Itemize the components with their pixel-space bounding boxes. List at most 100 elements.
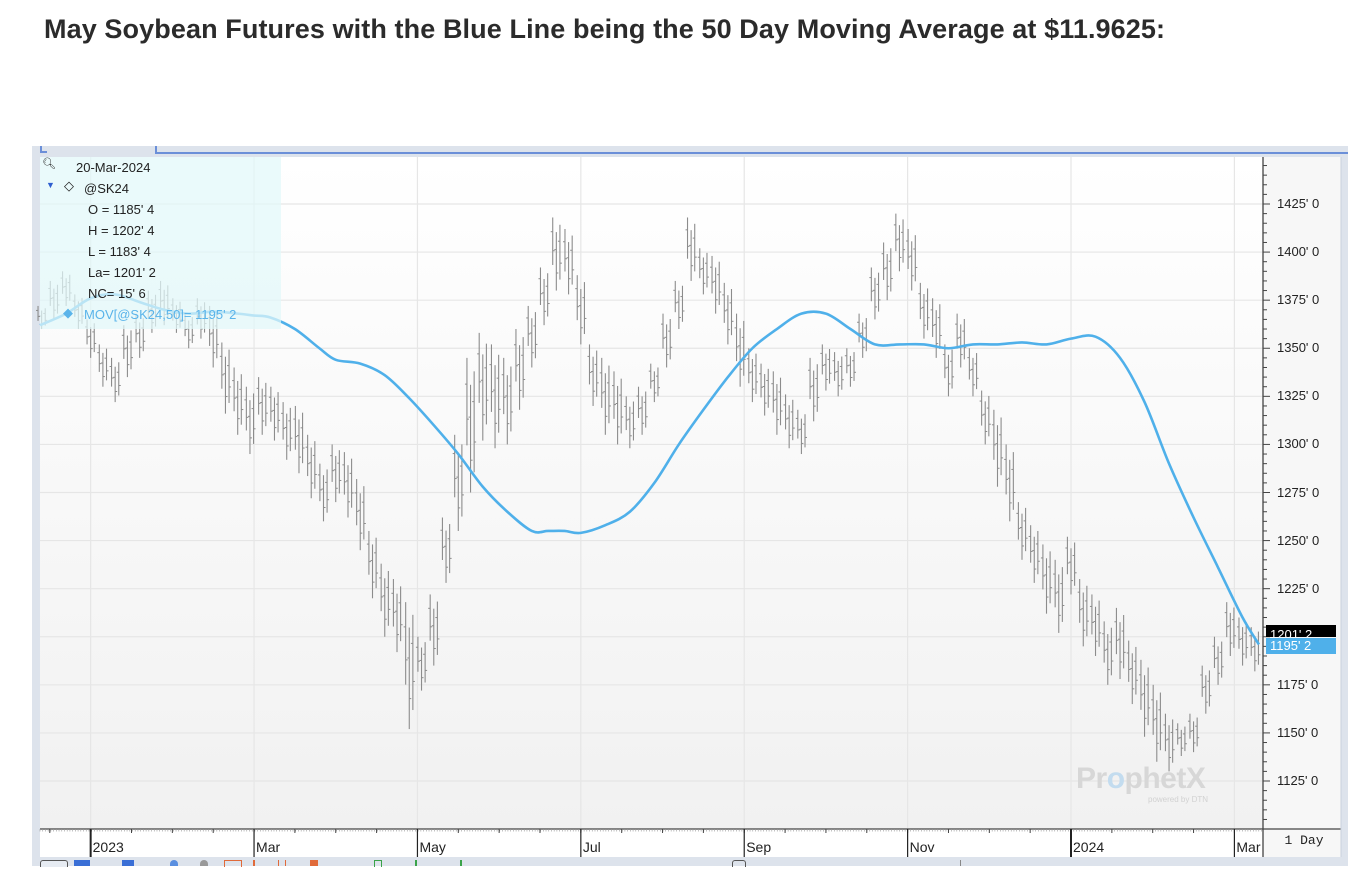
magnifier-icon[interactable]: 🔍︎ <box>42 158 56 170</box>
toolbar-text-button[interactable] <box>460 860 462 866</box>
price-bar <box>1084 585 1089 637</box>
price-bar <box>354 479 359 526</box>
price-bar <box>496 354 501 433</box>
price-bar <box>1126 640 1131 682</box>
price-bar <box>999 417 1004 476</box>
price-bar <box>235 380 240 435</box>
price-bar <box>100 352 105 387</box>
price-bar <box>1170 719 1175 763</box>
toolbar-box-button[interactable] <box>224 860 242 867</box>
price-bar <box>440 517 445 561</box>
price-bar <box>860 322 865 358</box>
price-bar <box>529 318 534 368</box>
price-bar <box>276 392 281 433</box>
price-bar <box>587 344 592 385</box>
price-bar <box>428 594 433 641</box>
price-bar <box>704 252 709 288</box>
toolbar-fib-button[interactable] <box>310 860 318 866</box>
price-bar <box>232 367 237 412</box>
triangle-down-icon[interactable]: ▼ <box>46 180 55 190</box>
price-bar <box>1203 675 1208 714</box>
toolbar-bar-button[interactable] <box>74 860 90 866</box>
price-bar <box>517 345 522 410</box>
window-tab-strip[interactable] <box>155 146 1348 154</box>
price-bar <box>444 530 449 583</box>
price-bar <box>550 217 555 265</box>
price-bar <box>717 261 722 305</box>
price-bar <box>374 537 379 589</box>
price-bar <box>970 357 975 397</box>
price-bar <box>664 324 669 368</box>
price-bar <box>930 298 935 337</box>
price-bar <box>710 255 715 294</box>
price-axis-label: 1325' 0 <box>1277 388 1320 404</box>
price-bar <box>774 384 779 435</box>
price-bar <box>1130 653 1135 705</box>
price-bar <box>1121 615 1126 669</box>
price-bar <box>459 444 464 517</box>
legend-date: 20-Mar-2024 <box>76 160 151 175</box>
price-bar <box>955 313 960 349</box>
time-axis-label: Mar <box>1236 839 1261 855</box>
price-bar <box>342 452 347 495</box>
price-bar <box>685 217 690 259</box>
price-bar <box>1133 646 1138 695</box>
toolbar-study-button[interactable] <box>374 860 382 867</box>
price-bar <box>505 375 510 445</box>
toolbar-pan-button[interactable] <box>200 860 208 866</box>
time-axis-label: Jul <box>582 839 601 855</box>
toolbar-line-button[interactable] <box>122 860 134 866</box>
price-bar <box>909 241 914 291</box>
price-bar <box>1142 675 1147 737</box>
price-bar <box>1252 635 1257 672</box>
toolbar-vline-button[interactable] <box>253 860 255 866</box>
price-bar <box>104 348 109 381</box>
price-bar <box>1187 713 1192 739</box>
price-bar <box>836 360 841 397</box>
price-bar <box>1032 536 1037 583</box>
price-bar <box>578 289 583 345</box>
price-bar <box>288 407 293 452</box>
price-bar <box>1109 627 1114 676</box>
price-bar <box>1158 692 1163 751</box>
price-bar <box>918 282 923 320</box>
toolbar-channel-button[interactable] <box>278 860 286 866</box>
price-bar <box>513 329 518 382</box>
price-bar <box>661 313 666 349</box>
price-bar <box>979 390 984 426</box>
price-bar <box>1023 507 1028 552</box>
price-bar <box>247 400 252 455</box>
price-bar <box>624 396 629 431</box>
toolbar-scroll-thumb[interactable] <box>732 860 746 867</box>
period-selector[interactable]: 1 Day <box>1284 833 1324 848</box>
price-axis[interactable] <box>1262 157 1270 857</box>
price-bar <box>921 294 926 339</box>
price-bar <box>1089 594 1094 635</box>
price-bar <box>1056 574 1061 633</box>
price-bar <box>937 304 942 349</box>
price-bar <box>631 401 636 441</box>
diamond-filled-icon: ◆ <box>63 305 73 320</box>
price-bar <box>317 463 322 502</box>
window-corner-mark <box>40 146 47 153</box>
price-bar <box>741 320 746 376</box>
price-bar <box>643 391 648 428</box>
price-axis-label: 1400' 0 <box>1277 244 1320 260</box>
time-axis[interactable] <box>39 157 1342 857</box>
price-bar <box>885 254 890 301</box>
price-bar <box>407 627 412 730</box>
price-bar <box>606 365 611 424</box>
toolbar-marker-button[interactable] <box>415 860 417 866</box>
price-bar <box>1219 641 1224 678</box>
toolbar-zoom-button[interactable] <box>170 860 178 866</box>
toolbar-select-button[interactable] <box>40 860 68 867</box>
price-bar <box>1035 530 1040 575</box>
price-bar <box>603 373 608 435</box>
price-bar <box>305 434 310 477</box>
price-bar <box>281 402 286 440</box>
price-bar <box>738 328 743 387</box>
price-bar <box>538 267 543 305</box>
price-bar <box>398 586 403 642</box>
price-bar <box>423 642 428 683</box>
